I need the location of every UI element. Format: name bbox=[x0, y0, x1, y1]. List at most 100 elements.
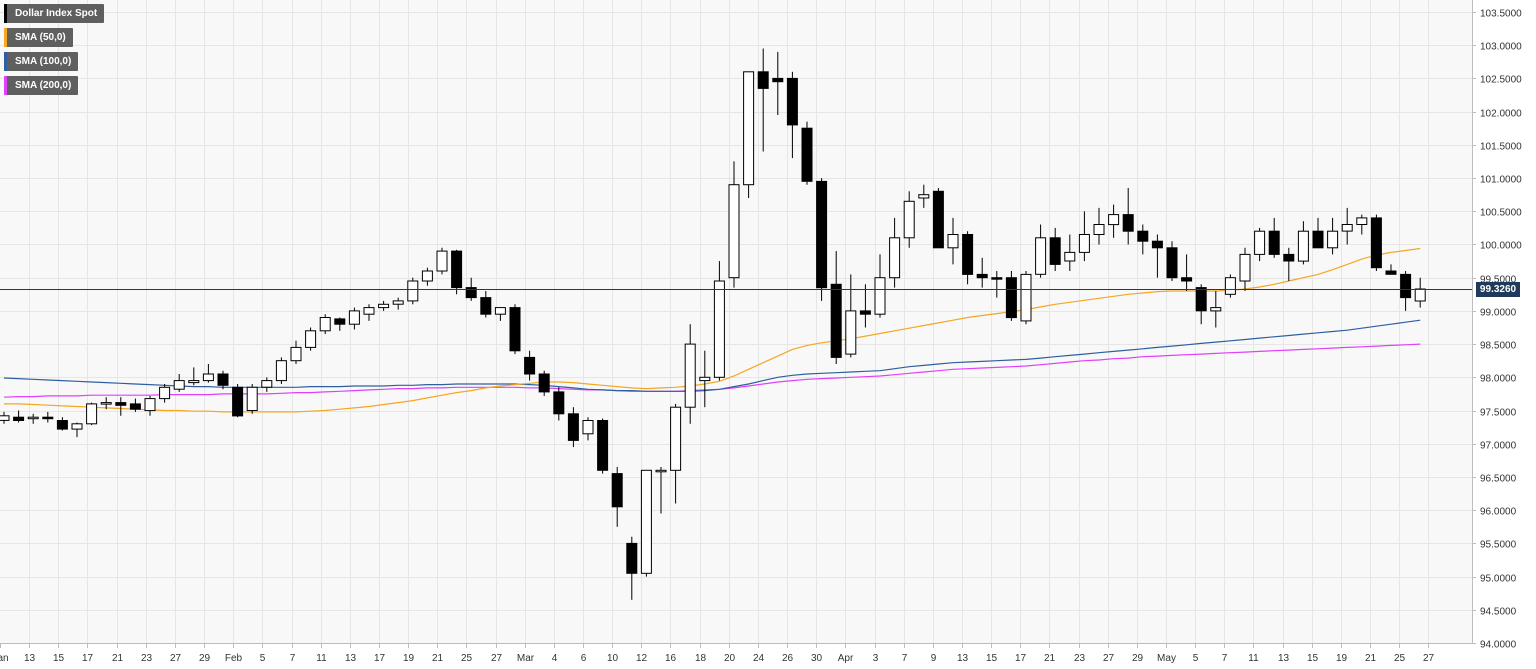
candle-body-down bbox=[830, 283, 842, 358]
candle bbox=[524, 350, 536, 381]
candle-body-up bbox=[71, 423, 83, 430]
legend-dollar-index[interactable]: Dollar Index Spot bbox=[4, 4, 105, 23]
candle bbox=[728, 161, 740, 288]
candle-body-down bbox=[757, 71, 769, 89]
candle-body-up bbox=[1108, 214, 1120, 226]
candle-body-down bbox=[56, 420, 68, 430]
candle bbox=[1166, 241, 1178, 281]
y-tick-label: 95.5000 bbox=[1480, 540, 1517, 551]
candle bbox=[538, 370, 550, 396]
candle bbox=[71, 422, 83, 438]
plot-background bbox=[0, 0, 1472, 643]
candle-body-down bbox=[932, 190, 944, 249]
x-tick-label: Apr bbox=[838, 653, 854, 664]
candle-body-up bbox=[1064, 251, 1076, 262]
y-tick-label: 100.5000 bbox=[1480, 208, 1522, 219]
candle bbox=[553, 387, 565, 421]
x-tick-label: 29 bbox=[1132, 653, 1144, 664]
candle-body-down bbox=[597, 420, 609, 471]
candle bbox=[1108, 204, 1120, 238]
candle bbox=[655, 467, 667, 514]
candle bbox=[202, 364, 214, 383]
candle bbox=[1122, 188, 1134, 245]
candle-body-down bbox=[334, 318, 346, 325]
x-tick-label: 15 bbox=[986, 653, 998, 664]
candle-body-down bbox=[801, 127, 813, 182]
candle bbox=[772, 51, 784, 115]
candle-body-up bbox=[100, 402, 112, 405]
x-tick-label: 6 bbox=[581, 653, 587, 664]
x-tick-label: 3 bbox=[873, 653, 879, 664]
legend: Dollar Index Spot SMA (50,0) SMA (100,0)… bbox=[4, 4, 105, 95]
legend-sma-100[interactable]: SMA (100,0) bbox=[4, 52, 79, 71]
candle bbox=[757, 48, 769, 152]
candle bbox=[1049, 227, 1061, 271]
candle-body-down bbox=[859, 310, 871, 315]
candle-body-up bbox=[1078, 234, 1090, 253]
candle bbox=[421, 267, 433, 286]
x-tick-label: 5 bbox=[1193, 653, 1199, 664]
y-tick-label: 102.5000 bbox=[1480, 75, 1522, 86]
x-tick-label: Jan bbox=[0, 653, 9, 664]
candle bbox=[100, 397, 112, 410]
candle bbox=[319, 314, 331, 335]
candle-body-up bbox=[392, 300, 404, 305]
candle bbox=[889, 217, 901, 288]
candle-body-up bbox=[743, 71, 755, 186]
candle bbox=[1239, 247, 1251, 291]
x-tick-label: 26 bbox=[782, 653, 794, 664]
candle-body-up bbox=[889, 237, 901, 279]
candle-body-down bbox=[1181, 277, 1193, 282]
x-tick-label: 11 bbox=[316, 653, 327, 664]
candle-body-down bbox=[1370, 217, 1382, 269]
candle bbox=[786, 71, 798, 159]
candle-body-up bbox=[1020, 273, 1032, 322]
candle bbox=[903, 191, 915, 248]
candle bbox=[859, 284, 871, 328]
candle-body-up bbox=[582, 420, 594, 435]
candle bbox=[1005, 271, 1017, 321]
x-tick-label: 15 bbox=[53, 653, 65, 664]
candle bbox=[1370, 214, 1382, 271]
x-tick-label: 11 bbox=[1248, 653, 1259, 664]
x-tick-label: 13 bbox=[24, 653, 36, 664]
x-tick-label: 25 bbox=[1394, 653, 1406, 664]
candle-body-up bbox=[436, 250, 448, 272]
y-tick-label: 94.5000 bbox=[1480, 607, 1517, 618]
candle bbox=[1312, 217, 1324, 249]
candles bbox=[0, 48, 1426, 600]
candle bbox=[1385, 264, 1397, 275]
candle-body-up bbox=[173, 380, 185, 390]
x-tick-label: 5 bbox=[260, 653, 266, 664]
candle-body-down bbox=[1137, 230, 1149, 242]
candle bbox=[670, 403, 682, 504]
candle bbox=[1341, 207, 1353, 245]
y-tick-label: 96.5000 bbox=[1480, 474, 1517, 485]
candle-body-down bbox=[567, 413, 579, 441]
x-tick-label: 13 bbox=[957, 653, 969, 664]
candle-body-up bbox=[699, 376, 711, 382]
candle-body-up bbox=[1327, 230, 1339, 249]
candle-body-up bbox=[845, 310, 857, 355]
legend-sma-200[interactable]: SMA (200,0) bbox=[4, 76, 79, 95]
candle-body-down bbox=[1400, 273, 1412, 299]
candle-body-up bbox=[348, 310, 360, 325]
y-tick-label: 100.0000 bbox=[1480, 241, 1522, 252]
candle bbox=[494, 307, 506, 321]
candle-body-down bbox=[1268, 230, 1280, 255]
legend-sma-50[interactable]: SMA (50,0) bbox=[4, 28, 73, 47]
x-tick-label: 27 bbox=[1103, 653, 1115, 664]
candle-body-down bbox=[1312, 230, 1324, 249]
x-tick-label: 21 bbox=[1044, 653, 1056, 664]
candle bbox=[976, 257, 988, 288]
x-tick-label: 21 bbox=[1365, 653, 1377, 664]
candle bbox=[363, 304, 375, 321]
candle bbox=[305, 327, 317, 351]
legend-swatch bbox=[4, 4, 7, 23]
legend-swatch bbox=[4, 76, 7, 95]
y-tick-label: 99.5000 bbox=[1480, 275, 1517, 286]
candle bbox=[932, 188, 944, 249]
candle bbox=[845, 274, 857, 358]
candle bbox=[947, 217, 959, 265]
